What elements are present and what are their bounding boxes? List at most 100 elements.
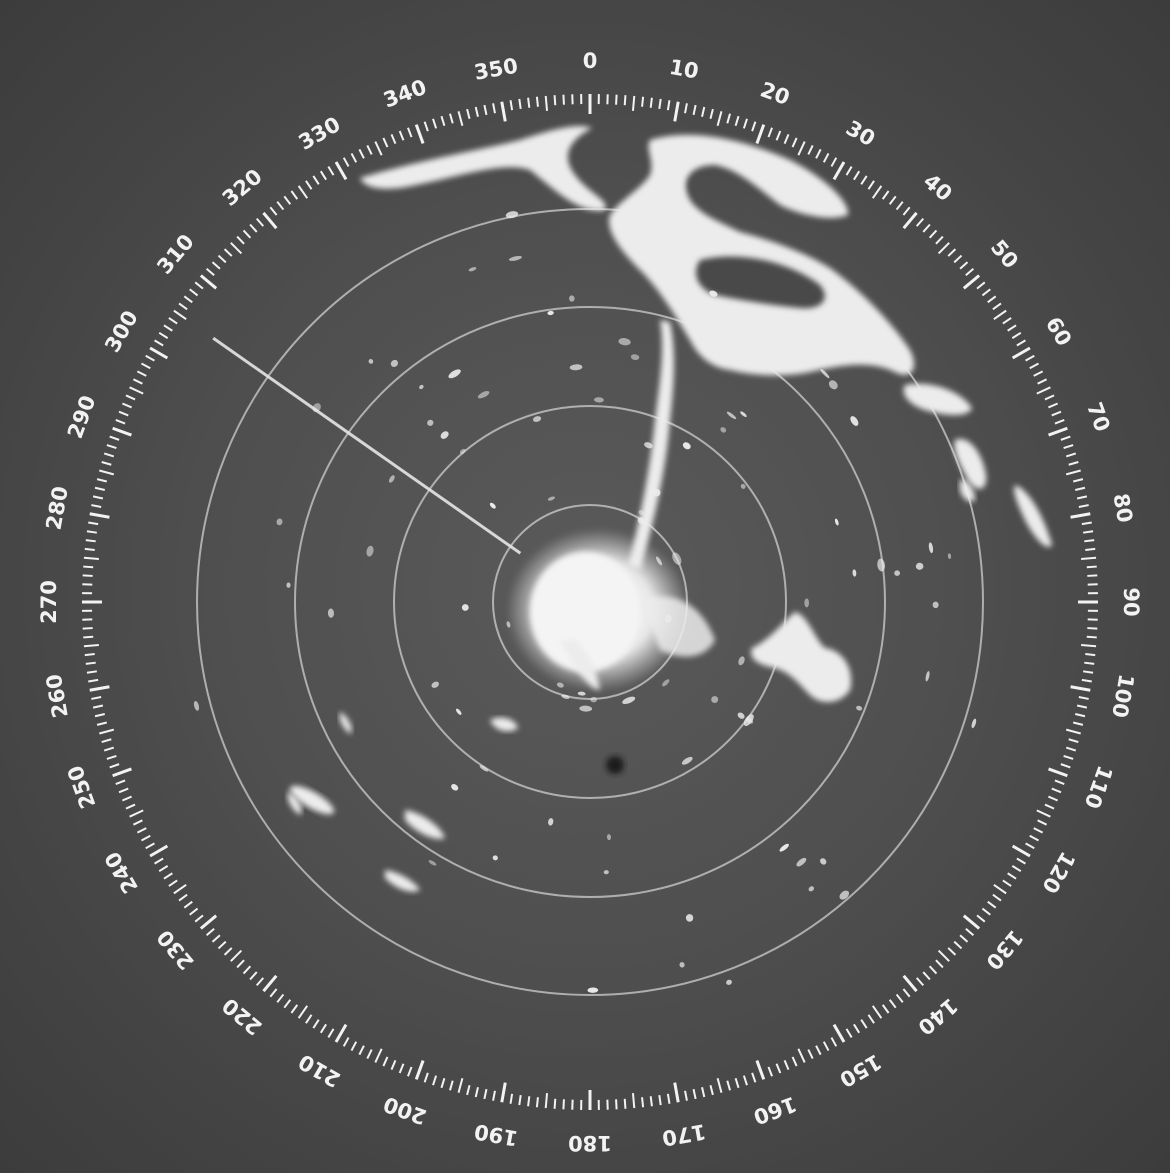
bearing-tick-8	[658, 98, 662, 109]
bearing-tick-223	[242, 965, 252, 975]
bearing-tick-188	[518, 1095, 522, 1106]
bearing-tick-157	[783, 1060, 790, 1071]
echo-speckle	[547, 310, 554, 316]
bearing-tick-280	[89, 512, 110, 519]
echo-speckle	[672, 552, 682, 565]
bearing-label-0: 0	[583, 49, 598, 73]
bearing-label-160: 160	[750, 1092, 799, 1130]
bearing-tick-210	[334, 1023, 348, 1043]
bearing-label-80: 80	[1108, 492, 1137, 525]
bearing-tick-99	[1081, 678, 1092, 683]
bearing-label-280: 280	[42, 484, 73, 531]
bearing-tick-43	[928, 229, 938, 239]
echo-speckle	[711, 696, 719, 704]
bearing-tick-194	[466, 1084, 471, 1096]
bearing-tick-83	[1084, 539, 1095, 543]
bearing-tick-117	[1033, 827, 1044, 834]
echo-speckle	[590, 696, 598, 703]
bearing-label-310: 310	[152, 230, 199, 279]
bearing-tick-222	[249, 971, 258, 981]
echo-speckles	[193, 211, 977, 993]
bearing-tick-123	[1007, 872, 1017, 880]
bearing-tick-152	[822, 1041, 830, 1052]
echo-speckle	[193, 700, 200, 711]
bearing-tick-21	[767, 127, 773, 138]
bearing-tick-51	[976, 281, 986, 290]
bearing-tick-80	[1070, 512, 1091, 519]
bearing-tick-95	[1081, 643, 1097, 648]
weather-echoes	[193, 126, 1052, 993]
center-ground-clutter-core	[530, 552, 640, 672]
bearing-tick-63	[1033, 370, 1044, 377]
echo-speckle	[662, 679, 670, 687]
bearing-tick-239	[154, 857, 164, 865]
bearing-tick-333	[358, 148, 365, 159]
bearing-tick-153	[815, 1045, 822, 1056]
bearing-tick-339	[407, 127, 413, 138]
echo-speckle	[431, 681, 439, 688]
echo-speckle	[877, 558, 886, 572]
bearing-tick-170	[673, 1082, 680, 1103]
bearing-tick-107	[1065, 746, 1077, 752]
bearing-label-180: 180	[568, 1131, 612, 1155]
bearing-tick-295	[129, 386, 144, 395]
echo-speckle	[726, 411, 737, 420]
bearing-tick-165	[716, 1077, 723, 1093]
bearing-tick-277	[85, 539, 96, 543]
east-echo-cell-3	[1014, 485, 1052, 548]
echo-void-upper	[690, 179, 761, 217]
bearing-tick-129	[976, 914, 986, 923]
bearing-tick-17	[734, 115, 740, 127]
bearing-tick-276	[84, 547, 95, 551]
bearing-tick-338	[398, 130, 405, 141]
bearing-label-290: 290	[63, 392, 101, 441]
bearing-tick-96	[1085, 653, 1096, 657]
bearing-tick-73	[1065, 452, 1077, 458]
bearing-tick-198	[432, 1075, 438, 1086]
squall-line-stem	[628, 320, 674, 570]
bearing-label-110: 110	[1080, 762, 1118, 811]
bearing-tick-345	[457, 111, 464, 127]
echo-speckle	[925, 671, 930, 682]
bearing-tick-113	[1048, 795, 1059, 802]
bearing-tick-290	[112, 426, 132, 437]
bearing-tick-227	[217, 940, 227, 950]
bearing-label-120: 120	[1037, 848, 1080, 898]
echo-speckle	[368, 359, 374, 364]
bearing-tick-128	[981, 907, 991, 916]
bearing-tick-25	[797, 141, 806, 156]
echo-speckle	[427, 419, 434, 426]
bearing-tick-234	[178, 893, 188, 902]
bearing-tick-312	[211, 261, 221, 270]
bearing-tick-337	[390, 133, 397, 144]
bearing-tick-245	[129, 809, 144, 818]
bearing-tick-32	[853, 170, 861, 181]
bearing-tick-300	[149, 346, 169, 360]
echo-speckle	[630, 354, 640, 361]
range-ring-2	[393, 405, 787, 799]
bearing-tick-144	[881, 1004, 890, 1014]
bearing-tick-265	[83, 643, 99, 648]
bearing-tick-23	[783, 133, 790, 144]
bearing-tick-65	[1036, 386, 1051, 395]
bearing-tick-50	[962, 274, 981, 290]
bearing-tick-332	[350, 152, 358, 163]
south-west-echo-5	[490, 717, 518, 732]
bearing-tick-314	[223, 248, 233, 257]
bearing-tick-350	[500, 101, 507, 122]
south-west-echo-2	[385, 870, 420, 892]
bearing-tick-54	[992, 302, 1002, 311]
bearing-tick-266	[83, 635, 94, 639]
bearing-tick-146	[867, 1014, 875, 1024]
bearing-label-190: 190	[472, 1119, 519, 1150]
echo-speckle	[679, 962, 685, 968]
bearing-tick-3	[615, 94, 618, 105]
bearing-tick-70	[1048, 426, 1068, 437]
bearing-tick-356	[553, 95, 557, 106]
bearing-tick-6	[641, 96, 645, 107]
echo-speckle	[971, 718, 977, 729]
bearing-tick-131	[965, 927, 975, 937]
bearing-tick-15	[716, 111, 723, 127]
bearing-tick-249	[115, 779, 126, 785]
echo-speckle	[928, 542, 934, 554]
